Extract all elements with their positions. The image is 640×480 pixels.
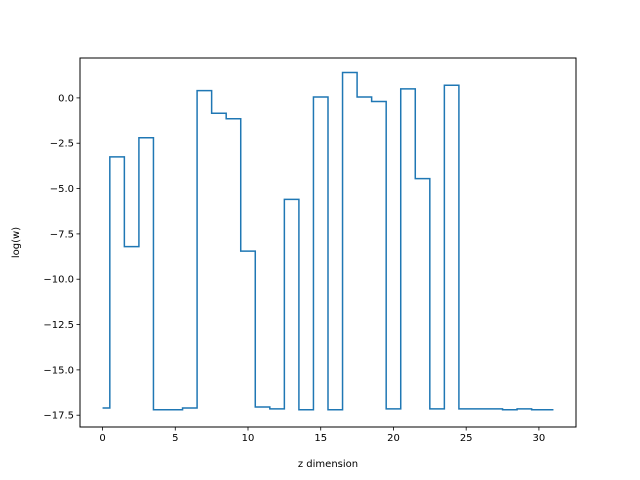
x-tick-label: 0 <box>99 433 105 444</box>
y-tick-label: −2.5 <box>50 139 74 150</box>
y-tick-label: −17.5 <box>43 411 74 422</box>
x-axis-ticks: 0 5 10 15 20 25 30 <box>99 427 545 444</box>
x-tick-label: 10 <box>242 433 255 444</box>
y-tick-label: −12.5 <box>43 320 74 331</box>
y-tick-label: −10.0 <box>43 275 74 286</box>
x-tick-label: 25 <box>460 433 473 444</box>
series-step-line <box>102 71 554 411</box>
x-tick-label: 5 <box>172 433 178 444</box>
x-axis-label: z dimension <box>298 459 358 470</box>
x-tick-label: 20 <box>387 433 400 444</box>
y-tick-label: 0.0 <box>58 93 74 104</box>
x-tick-label: 15 <box>314 433 327 444</box>
x-tick-label: 30 <box>533 433 546 444</box>
y-axis-ticks: 0.0 −2.5 −5.0 −7.5 −10.0 −12.5 −15.0 −17.5 <box>43 93 80 422</box>
y-axis-label: log(w) <box>11 227 22 258</box>
plot-area-frame <box>79 57 577 428</box>
y-tick-label: −15.0 <box>43 365 74 376</box>
series-layer <box>102 71 554 411</box>
y-tick-label: −7.5 <box>50 229 74 240</box>
y-tick-label: −5.0 <box>50 184 74 195</box>
